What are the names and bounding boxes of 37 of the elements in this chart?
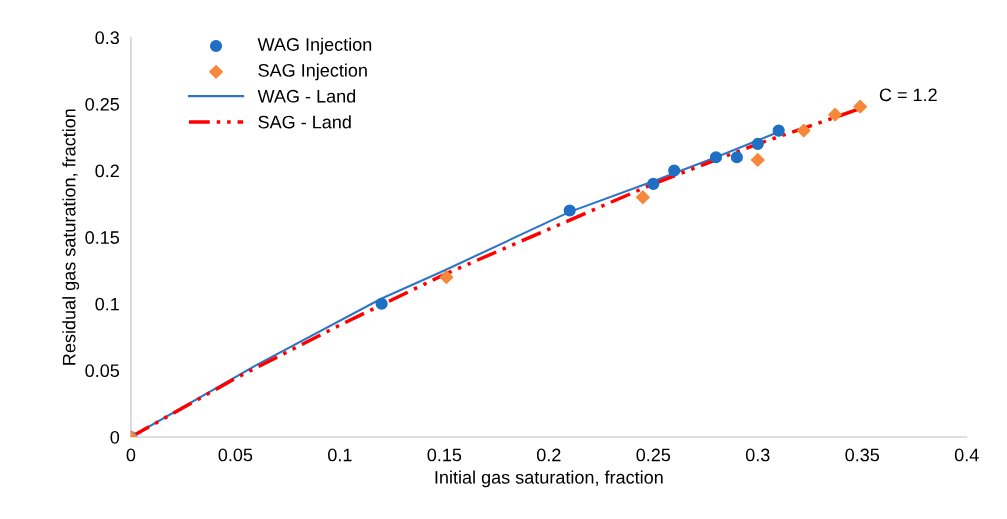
annotation: C = 1.2 [879, 88, 937, 102]
point [828, 107, 842, 122]
y-tick-label: 0.15 [85, 231, 120, 244]
y-axis-title: Residual gas saturation, fraction [62, 109, 80, 365]
x-axis-title: Initial gas saturation, fraction [435, 470, 663, 488]
legend-label: SAG Injection [258, 63, 367, 81]
y-tick-label: 0.25 [85, 97, 120, 111]
point [439, 270, 454, 285]
legend-label: SAG - Land [258, 115, 351, 129]
y-tick-label: 0 [110, 430, 120, 444]
x-tick-label: 0.3 [745, 448, 770, 462]
point [647, 177, 660, 190]
y-tick-label: 0.2 [95, 164, 119, 178]
x-tick-label: 0.15 [427, 448, 462, 462]
y-tick-label: 0.1 [95, 297, 119, 311]
y-tick-label: 0.3 [95, 31, 120, 45]
point [750, 153, 765, 167]
point [796, 123, 811, 138]
x-tick-label: 0 [126, 448, 136, 462]
point [668, 164, 681, 177]
point [853, 99, 868, 114]
x-tick-label: 0.35 [845, 448, 880, 462]
x-tick-label: 0.2 [536, 448, 561, 462]
x-tick-label: 0.1 [328, 448, 352, 462]
point [635, 190, 650, 205]
legend-label: WAG Injection [257, 37, 372, 55]
legend-label: WAG - Land [257, 89, 356, 103]
point [709, 151, 723, 164]
x-tick-label: 0.25 [636, 448, 671, 462]
point [375, 297, 388, 310]
point [751, 137, 764, 151]
point [772, 124, 785, 137]
x-tick-label: 0.05 [218, 448, 253, 462]
point [730, 151, 743, 164]
x-tick-label: 0.4 [954, 448, 979, 462]
point [563, 204, 576, 217]
y-tick-label: 0.05 [85, 364, 120, 378]
